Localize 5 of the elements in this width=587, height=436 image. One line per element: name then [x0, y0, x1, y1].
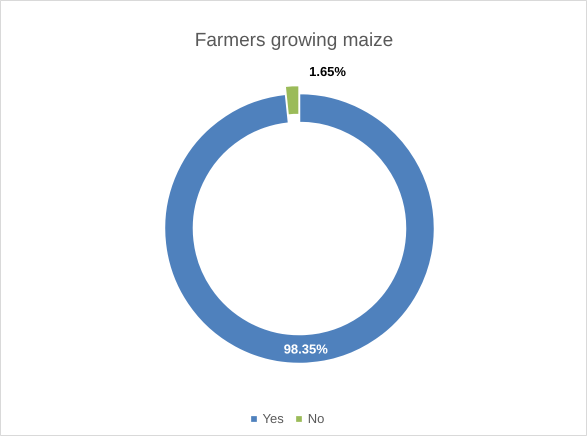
chart-title: Farmers growing maize: [194, 30, 394, 51]
data-label: 98.35%: [284, 341, 328, 356]
legend-label: Yes: [262, 411, 284, 426]
data-label: 1.65%: [309, 64, 346, 80]
legend-label: No: [308, 411, 326, 426]
